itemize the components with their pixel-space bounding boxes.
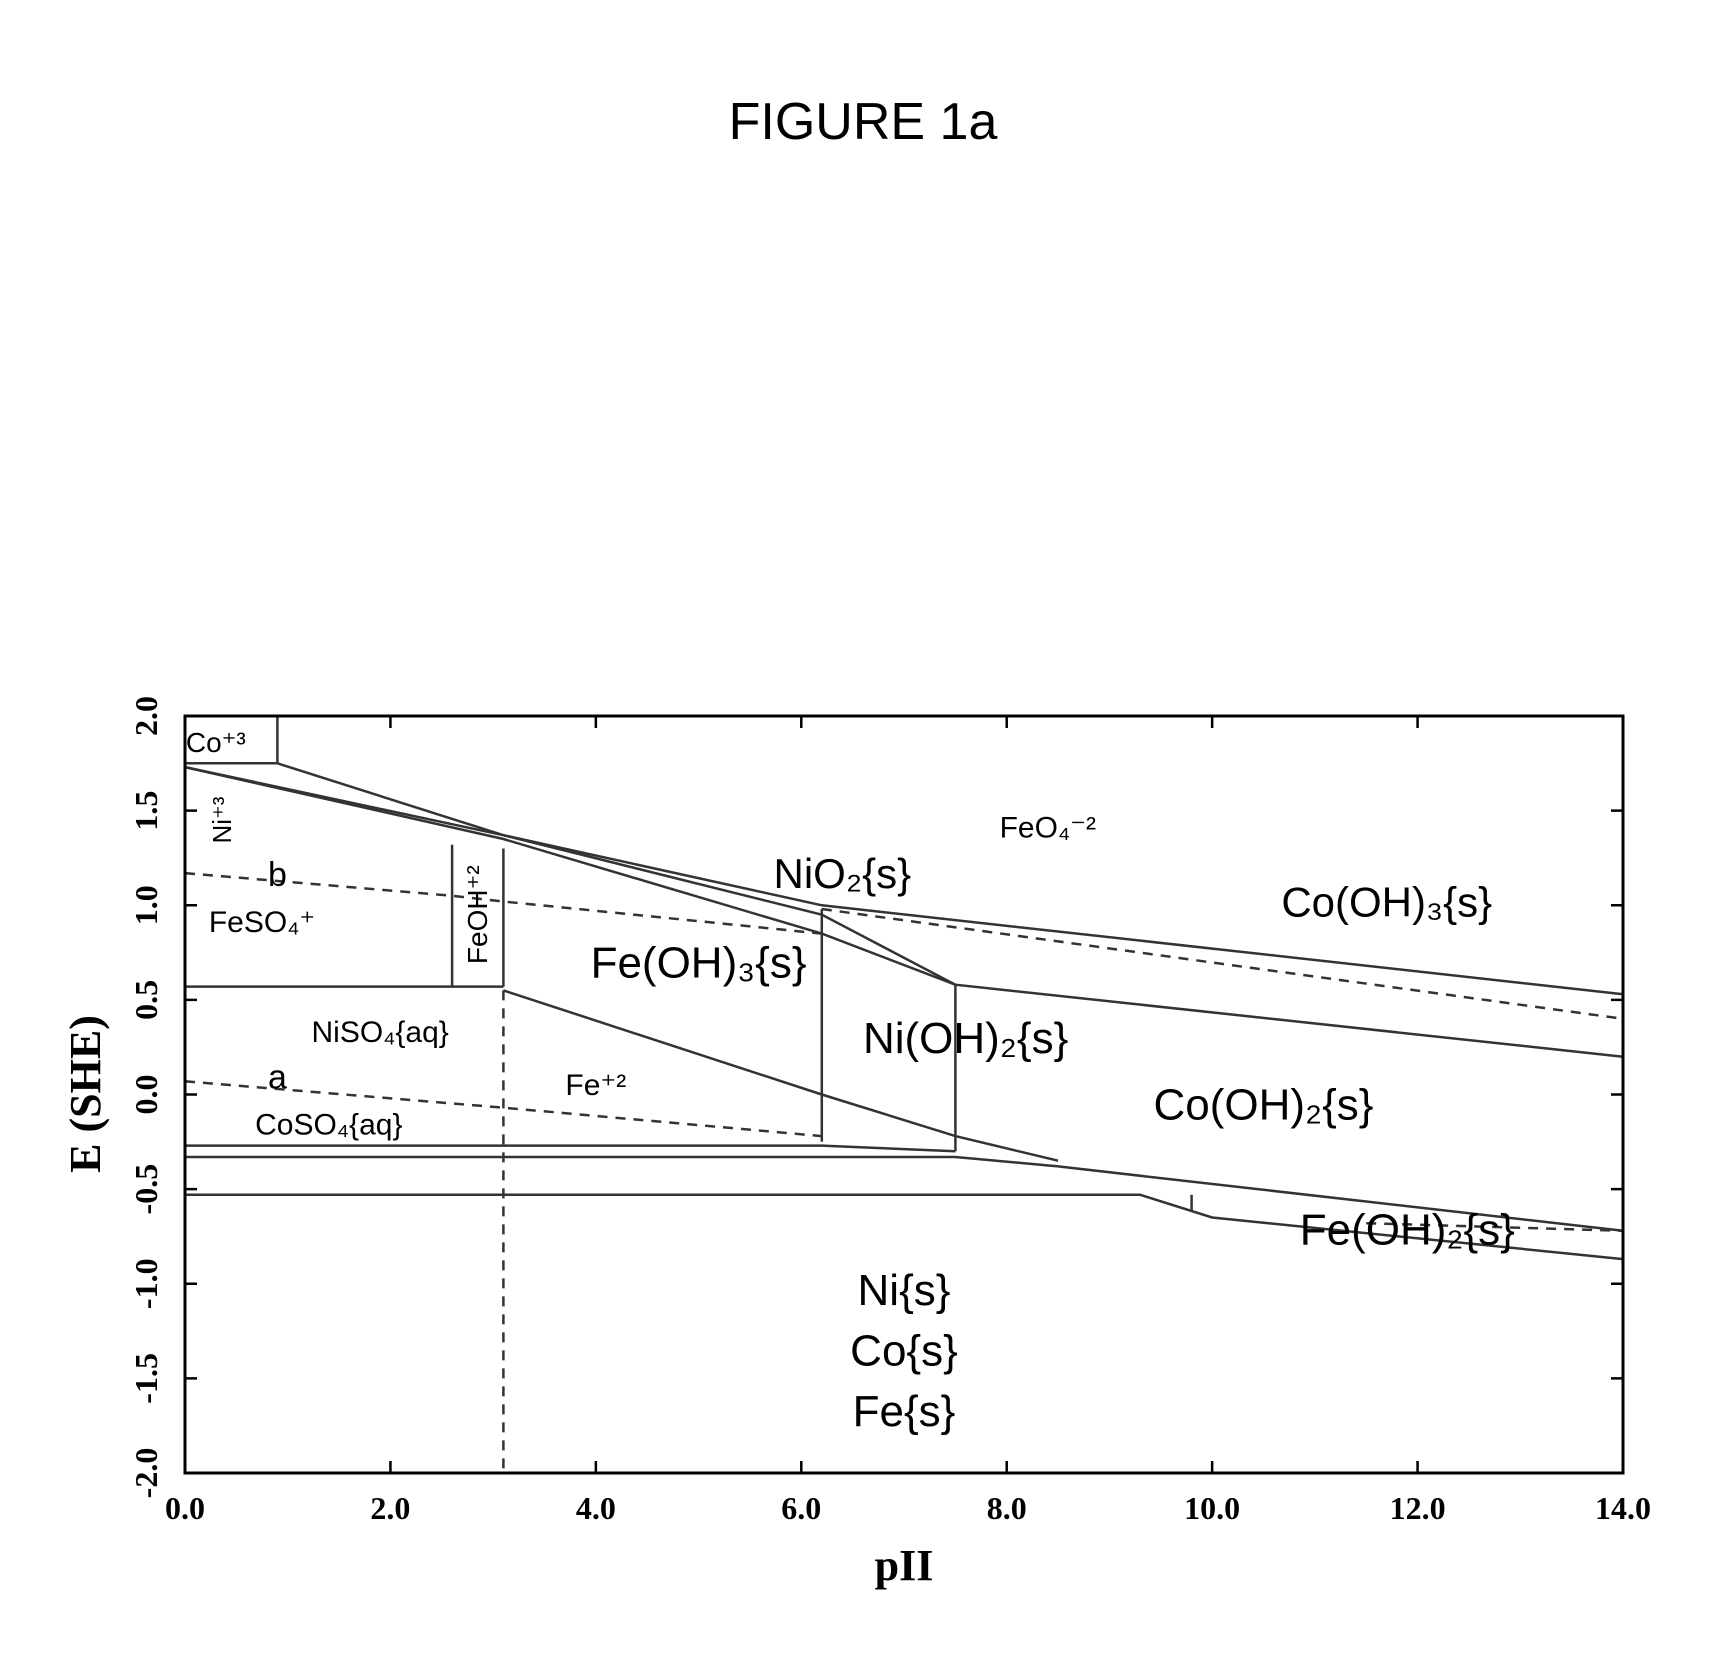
region-label: Fe(OH)₃{s}	[591, 938, 807, 987]
y-tick-label: -2.0	[128, 1448, 164, 1499]
region-label: b	[268, 856, 287, 894]
region-label: Co(OH)₃{s}	[1281, 878, 1492, 925]
boundary-line-12	[185, 1144, 956, 1153]
x-tick-label: 0.0	[165, 1490, 205, 1526]
x-axis-title: pII	[875, 1541, 934, 1590]
region-label: Co⁺³	[186, 727, 246, 758]
boundary-line-14	[185, 1193, 1624, 1261]
x-tick-label: 2.0	[370, 1490, 410, 1526]
region-label: FeOH⁺²	[462, 865, 493, 964]
region-label: NiO₂{s}	[774, 850, 912, 897]
y-tick-label: 1.0	[128, 885, 164, 925]
region-label: a	[268, 1058, 287, 1096]
plot-frame	[183, 714, 1625, 1475]
boundary-lines	[184, 716, 1624, 1473]
region-label: CoSO₄{aq}	[255, 1109, 402, 1142]
y-tick-label: -1.5	[128, 1353, 164, 1404]
boundary-line-16	[184, 871, 822, 935]
region-label: Fe(OH)₂{s}	[1300, 1205, 1515, 1254]
boundary-line-11	[503, 989, 1059, 1162]
x-tick-label: 14.0	[1595, 1490, 1651, 1526]
region-label: Co{s}	[850, 1326, 958, 1375]
region-label: Fe⁺²	[565, 1069, 626, 1102]
x-tick-label: 6.0	[781, 1490, 821, 1526]
y-tick-label: 0.5	[128, 980, 164, 1020]
y-tick-label: -0.5	[128, 1164, 164, 1215]
boundary-line-5	[821, 907, 1624, 1021]
region-label: Co(OH)₂{s}	[1153, 1080, 1373, 1129]
y-axis-title: E (SHE)	[61, 1015, 110, 1173]
x-tick-label: 8.0	[987, 1490, 1027, 1526]
figure-title: FIGURE 1a	[728, 93, 998, 151]
boundary-line-2	[277, 762, 1624, 996]
boundary-line-19	[1366, 1221, 1624, 1233]
y-tick-label: -1.0	[128, 1258, 164, 1309]
x-tick-label: 12.0	[1390, 1490, 1446, 1526]
region-label: Ni⁺³	[207, 796, 237, 843]
y-tick-label: 2.0	[128, 696, 164, 736]
y-tick-label: 0.0	[128, 1075, 164, 1115]
x-tick-label: 10.0	[1184, 1490, 1240, 1526]
region-label: FeO₄⁻²	[1000, 811, 1096, 844]
region-label: NiSO₄{aq}	[311, 1016, 448, 1049]
boundary-line-4	[184, 765, 956, 986]
region-label: Fe{s}	[853, 1387, 956, 1436]
x-tick-label: 4.0	[576, 1490, 616, 1526]
region-label: Ni(OH)₂{s}	[863, 1014, 1068, 1063]
y-tick-label: 1.5	[128, 791, 164, 831]
boundary-line-13	[185, 1155, 1624, 1233]
region-label: Ni{s}	[858, 1266, 951, 1315]
region-label: FeSO₄⁺	[209, 906, 315, 939]
region-labels: Co⁺³ Ni⁺³ b FeSO₄⁺ FeOH⁺² NiO₂{s} FeO₄⁻² Co(OH)…	[186, 727, 1515, 1436]
